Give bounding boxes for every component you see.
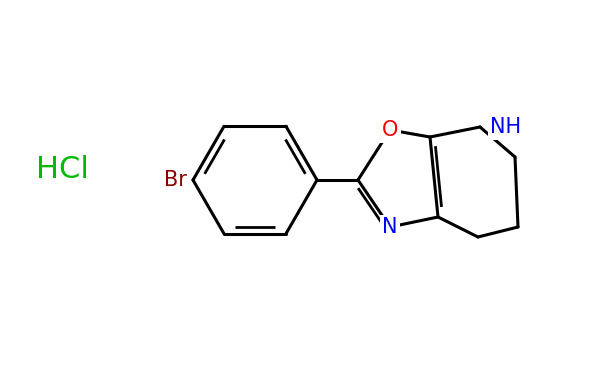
Text: HCl: HCl <box>36 156 88 184</box>
Text: O: O <box>382 120 398 140</box>
Text: N: N <box>382 217 397 237</box>
Text: Br: Br <box>163 170 186 190</box>
Text: NH: NH <box>490 117 521 137</box>
